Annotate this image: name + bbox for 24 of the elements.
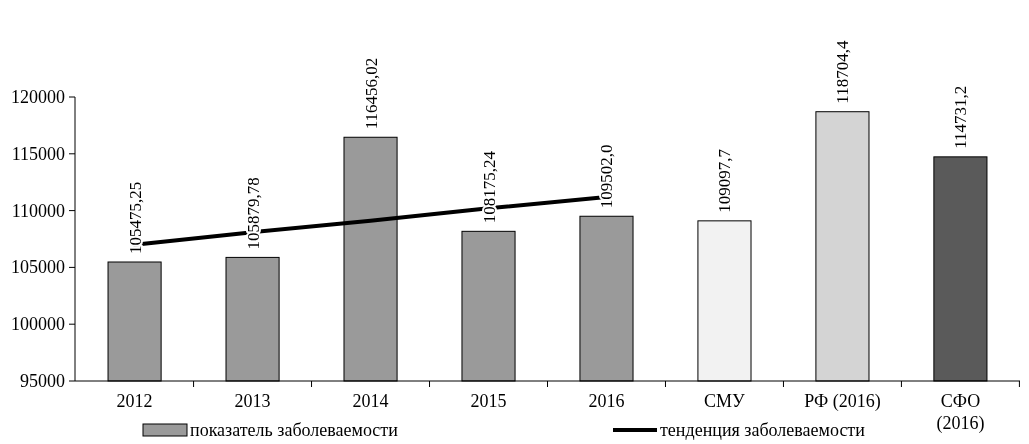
data-label: 116456,02 [361,57,381,130]
x-tick-label: 2016 [588,391,625,411]
x-tick-label: РФ (2016) [804,391,881,412]
legend-label: показатель заболеваемости [190,420,399,440]
data-label: 108175,24 [479,150,499,224]
y-tick-label: 120000 [11,87,65,107]
y-tick-label: 95000 [20,371,65,391]
data-label: 109502,0 [597,144,617,209]
x-tick-label: СМУ [704,391,746,411]
data-label: 105879,78 [243,177,263,250]
data-label: 109097,7 [715,148,735,213]
y-tick-label: 115000 [11,143,65,164]
x-tick-label: 2015 [470,391,507,411]
x-tick-label: 2014 [352,391,389,411]
y-tick-label: 105000 [11,257,65,278]
x-tick-label: 2013 [234,391,271,411]
x-tick-label: 2012 [116,391,153,411]
data-label: 114731,2 [951,85,971,149]
legend-label: тенденция заболеваемости [660,420,866,440]
y-tick-label: 110000 [11,200,65,221]
data-label: 105475,25 [125,181,145,254]
x-tick-label: СФО (2016) [936,391,985,434]
data-label: 118704,4 [833,40,853,104]
y-tick-label: 100000 [11,314,65,335]
